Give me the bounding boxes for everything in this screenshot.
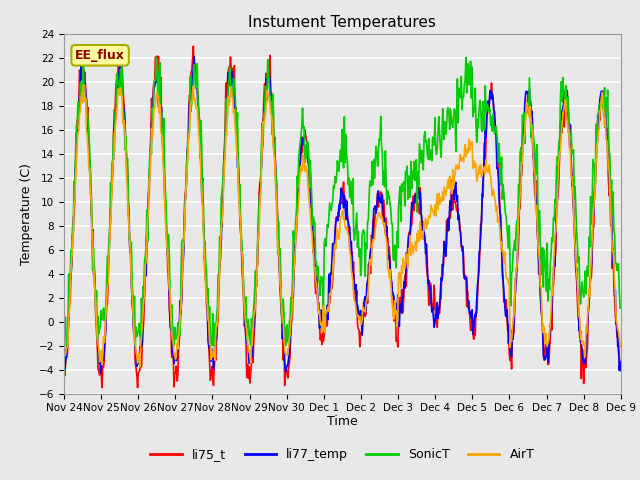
li75_t [98,384,106,390]
SonicT [70,179,78,184]
li75_t [617,361,625,367]
li77_temp [428,309,436,315]
SonicT [185,128,193,133]
AirT [79,82,87,88]
li75_t [185,110,193,116]
li77_temp [215,269,223,275]
li75_t [128,302,136,308]
SonicT [428,150,435,156]
li77_temp [185,134,193,140]
SonicT [214,272,222,278]
li75_t [70,215,78,220]
li75_t [412,199,419,204]
X-axis label: Time: Time [327,415,358,428]
Line: AirT: AirT [64,85,621,367]
li77_temp [412,197,419,203]
li77_temp [97,370,105,376]
li75_t [60,368,68,374]
Title: Instument Temperatures: Instument Temperatures [248,15,436,30]
AirT [215,281,223,287]
SonicT [152,55,160,60]
AirT [60,355,68,360]
SonicT [127,240,135,245]
AirT [136,364,144,370]
AirT [617,344,625,350]
Line: SonicT: SonicT [64,58,621,346]
SonicT [617,305,625,311]
li77_temp [190,54,198,60]
li75_t [189,43,197,49]
SonicT [60,343,68,348]
li77_temp [60,359,68,365]
Y-axis label: Temperature (C): Temperature (C) [20,163,33,264]
SonicT [411,178,419,183]
Legend: li75_t, li77_temp, SonicT, AirT: li75_t, li77_temp, SonicT, AirT [145,443,540,466]
AirT [412,239,419,244]
li77_temp [617,368,625,373]
li75_t [428,306,436,312]
li77_temp [70,204,78,210]
AirT [428,205,436,211]
Line: li77_temp: li77_temp [64,57,621,373]
AirT [128,292,136,298]
AirT [186,127,193,133]
Line: li75_t: li75_t [64,46,621,387]
Text: EE_flux: EE_flux [75,49,125,62]
li77_temp [128,299,136,304]
li75_t [215,286,223,292]
AirT [70,200,78,206]
